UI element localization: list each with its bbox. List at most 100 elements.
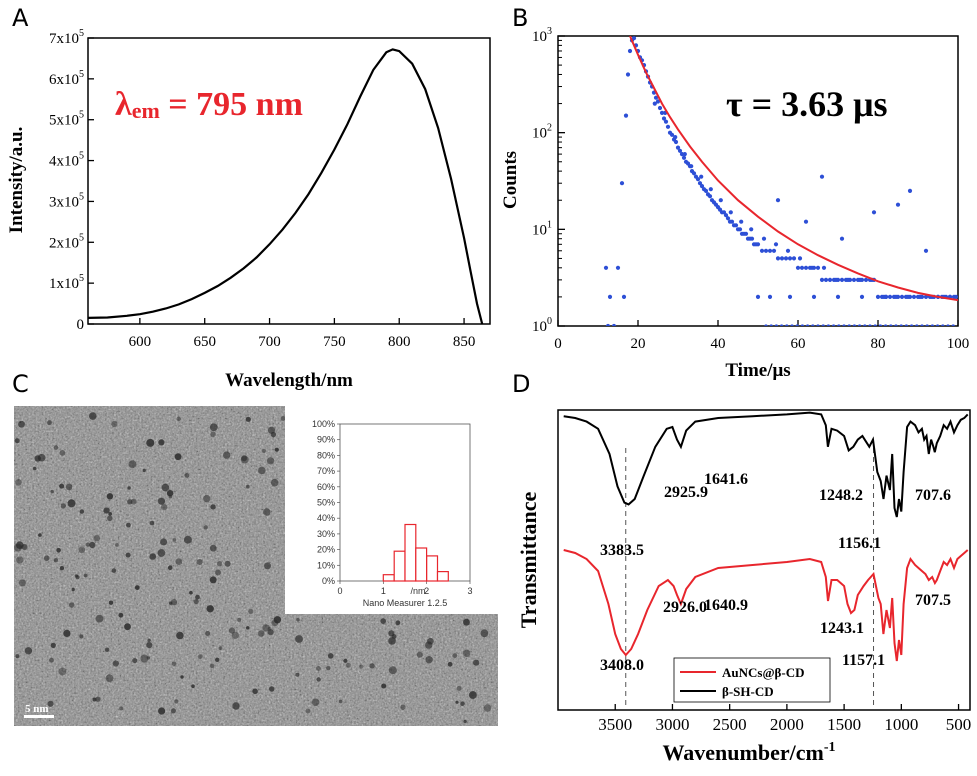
b-data-point: [707, 194, 713, 199]
d-peak-label: 2926.0: [663, 599, 707, 616]
tem-nanocluster: [184, 473, 190, 478]
panel-b-annotation: τ = 3.63 μs: [726, 84, 888, 124]
b-y-tick-label: 100: [532, 316, 552, 335]
panel-d-series-aunc-cd: [563, 549, 969, 662]
b-data-point: [763, 248, 769, 253]
tem-nanocluster: [425, 641, 433, 649]
tem-nanocluster: [15, 479, 22, 486]
tem-nanocluster: [264, 562, 271, 570]
b-x-tick-label: 20: [631, 336, 646, 352]
tem-nanocluster: [115, 543, 119, 547]
inset-x-tick-label: 0: [337, 586, 342, 596]
a-x-tick-label: 600: [129, 334, 152, 350]
b-data-point: [893, 294, 899, 299]
tem-nanocluster: [388, 630, 395, 637]
b-data-point: [819, 277, 825, 282]
panel-c-letter: C: [12, 370, 29, 398]
tem-nanocluster: [104, 647, 110, 652]
tem-nanocluster: [463, 618, 470, 626]
b-data-point: [749, 227, 754, 232]
b-data-point: [603, 265, 609, 270]
tem-nanocluster: [89, 412, 97, 420]
tem-nanocluster: [95, 696, 101, 702]
b-data-point: [863, 324, 867, 326]
b-data-point: [832, 324, 836, 326]
tem-nanocluster: [197, 654, 203, 659]
tem-nanocluster: [218, 646, 223, 650]
b-data-point: [733, 223, 739, 228]
panel-a-annotation-suffix: = 795 nm: [160, 86, 303, 123]
tem-nanocluster: [130, 498, 137, 505]
panel-a-letter: A: [12, 4, 29, 32]
b-data-point: [623, 113, 629, 118]
b-data-point: [821, 324, 825, 326]
tem-nanocluster: [53, 558, 59, 563]
tem-nanocluster: [32, 466, 37, 471]
inset-caption: Nano Measurer 1.2.5: [363, 598, 448, 608]
tem-nanocluster: [483, 704, 492, 712]
a-y-tick-label: 4x105: [49, 151, 84, 170]
b-data-point: [655, 99, 661, 104]
b-data-point: [708, 187, 713, 192]
b-data-point: [859, 294, 865, 299]
b-data-point: [833, 277, 839, 282]
b-data-point: [889, 324, 893, 326]
tem-nanocluster: [380, 618, 387, 624]
tem-nanocluster: [134, 585, 140, 590]
b-data-point: [619, 181, 625, 186]
tem-nanocluster: [263, 508, 271, 516]
tem-nanocluster: [237, 617, 242, 622]
inset-y-tick-label: 60%: [317, 482, 335, 492]
tem-nanocluster: [83, 573, 88, 578]
tem-nanocluster: [231, 631, 239, 640]
inset-bar: [393, 550, 406, 582]
tem-nanocluster: [170, 708, 176, 714]
panel-b-x-ticks: 0 20 40 60 80 100: [554, 320, 969, 352]
tem-nanoclusters: [14, 412, 492, 724]
tem-nanocluster: [79, 634, 84, 639]
inset-y-tick-label: 20%: [317, 545, 335, 555]
b-data-point: [871, 210, 877, 215]
tem-nanocluster: [189, 590, 193, 595]
tem-nanocluster: [295, 672, 300, 677]
inset-bar: [436, 570, 449, 582]
b-data-point: [839, 277, 845, 282]
b-x-tick-label: 40: [711, 336, 726, 352]
b-data-point: [826, 324, 830, 326]
tem-nanocluster: [305, 708, 311, 714]
inset-y-ticks: 0% 10% 20% 30% 40% 50% 60% 70% 80% 90% 100%: [312, 419, 340, 586]
panel-a-emission-curve: [87, 48, 484, 325]
tem-nanocluster: [196, 559, 203, 565]
tem-nanocluster: [232, 702, 240, 710]
b-data-point: [775, 256, 781, 261]
b-data-point: [797, 256, 803, 261]
a-y-tick-label: 3x105: [49, 191, 84, 210]
d-peak-label: 3408.0: [600, 657, 644, 674]
b-data-point: [911, 294, 917, 299]
b-data-point: [737, 227, 743, 232]
b-data-point: [652, 101, 657, 106]
a-y-tick-label: 6x105: [49, 69, 84, 88]
tem-nanocluster: [157, 497, 166, 505]
b-data-point: [787, 256, 793, 261]
panel-a-x-ticks: 600 650 700 750 800 850: [129, 318, 475, 350]
tem-nanocluster: [108, 512, 113, 516]
b-data-point: [767, 248, 773, 253]
a-x-tick-label: 650: [193, 334, 216, 350]
tem-nanocluster: [209, 576, 217, 584]
panel-d-x-label-sup: -1: [824, 740, 836, 755]
tem-nanocluster: [416, 651, 423, 658]
tem-nanocluster: [147, 638, 151, 642]
b-data-point: [611, 323, 617, 326]
inset-y-tick-label: 70%: [317, 466, 335, 476]
tem-nanocluster: [270, 478, 279, 487]
tem-nanocluster: [456, 685, 462, 691]
tem-nanocluster: [59, 450, 66, 456]
b-data-point: [631, 36, 637, 41]
tem-nanocluster: [176, 631, 184, 640]
tem-nanocluster: [206, 605, 214, 613]
tem-nanocluster: [388, 666, 397, 675]
tem-nanocluster: [158, 707, 166, 715]
tem-nanocluster: [118, 612, 124, 618]
b-data-point: [783, 256, 789, 261]
